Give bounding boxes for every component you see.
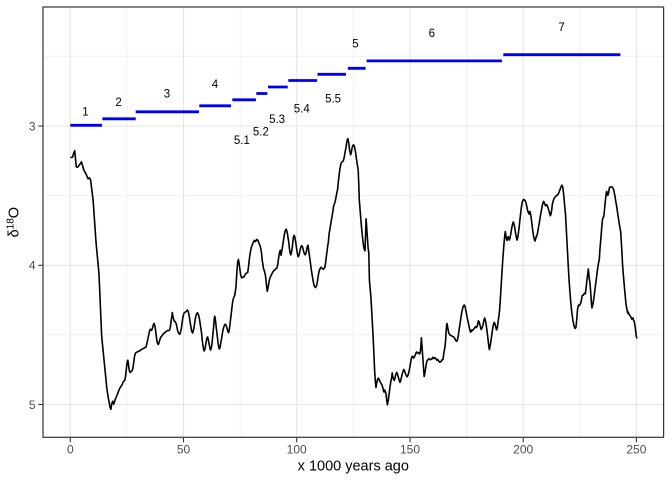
svg-text:7: 7 <box>558 22 564 34</box>
svg-text:150: 150 <box>400 443 420 457</box>
svg-text:5: 5 <box>352 38 358 50</box>
svg-text:250: 250 <box>626 443 646 457</box>
svg-text:6: 6 <box>429 28 435 40</box>
svg-text:x 1000 years ago: x 1000 years ago <box>298 459 409 475</box>
svg-text:δ18O: δ18O <box>6 207 23 237</box>
svg-text:2: 2 <box>115 97 121 109</box>
svg-text:5.5: 5.5 <box>325 93 341 105</box>
svg-text:0: 0 <box>67 443 74 457</box>
svg-text:4: 4 <box>212 79 219 91</box>
svg-text:50: 50 <box>177 443 191 457</box>
svg-text:1: 1 <box>82 106 88 118</box>
svg-text:5.3: 5.3 <box>269 114 285 126</box>
svg-text:3: 3 <box>29 119 36 133</box>
svg-text:200: 200 <box>513 443 533 457</box>
svg-text:4: 4 <box>29 259 36 273</box>
svg-text:5: 5 <box>29 398 36 412</box>
svg-text:5.1: 5.1 <box>234 135 250 147</box>
svg-text:5.4: 5.4 <box>294 104 311 116</box>
svg-text:5.2: 5.2 <box>253 126 269 138</box>
svg-text:3: 3 <box>164 88 170 100</box>
svg-text:100: 100 <box>287 443 307 457</box>
